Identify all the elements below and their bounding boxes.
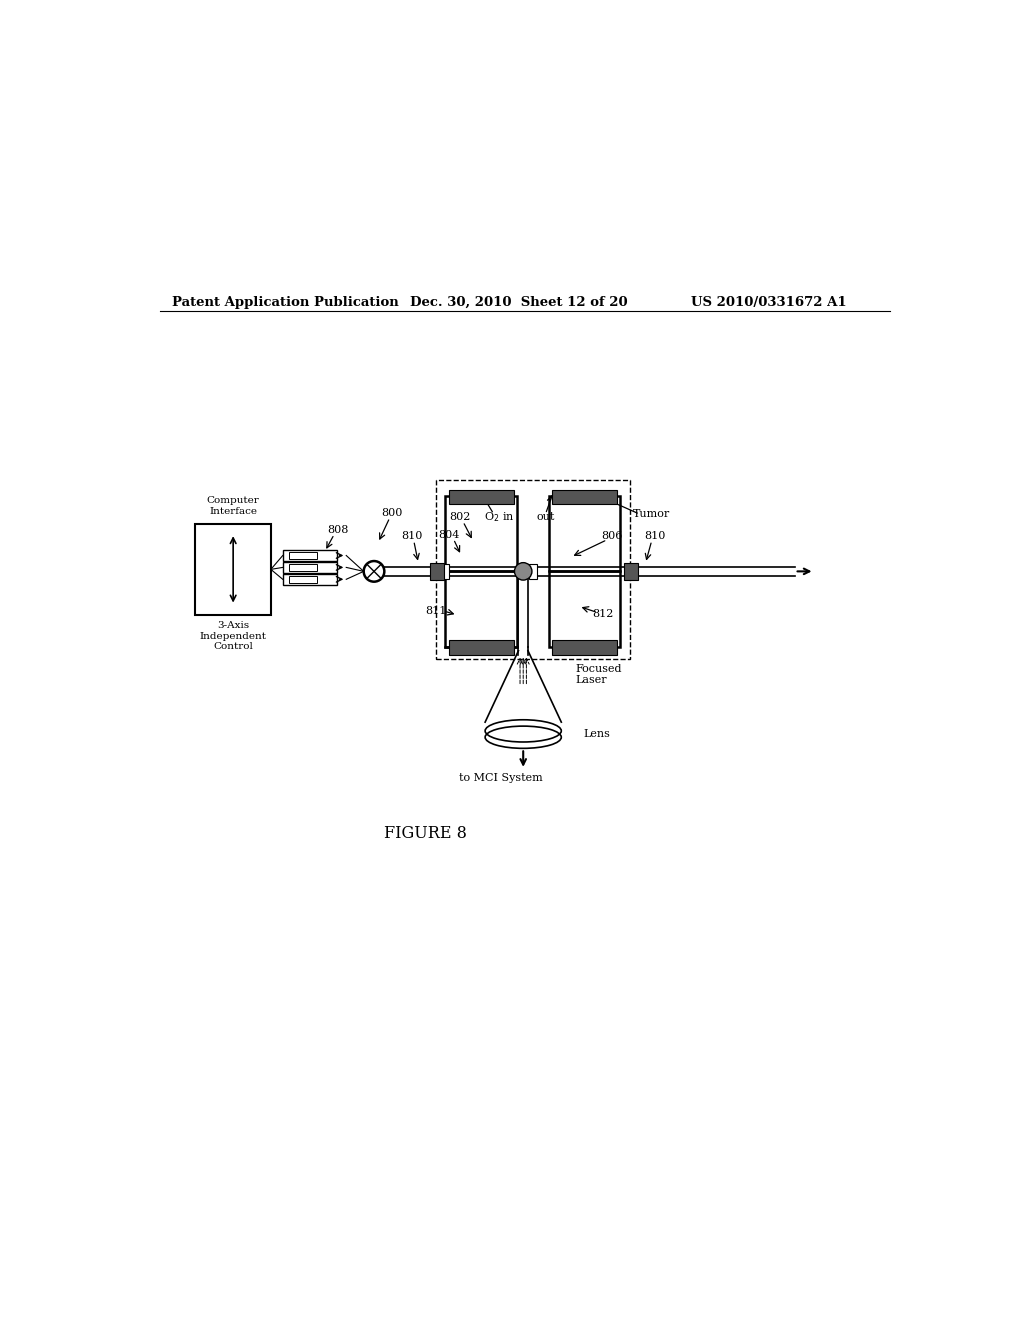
Text: 812: 812 xyxy=(592,610,613,619)
Bar xyxy=(552,640,616,655)
Text: Computer
Interface: Computer Interface xyxy=(207,496,259,516)
Text: US 2010/0331672 A1: US 2010/0331672 A1 xyxy=(691,296,847,309)
Text: Lens: Lens xyxy=(584,729,610,739)
Bar xyxy=(196,524,270,615)
Bar xyxy=(283,574,337,585)
Text: 3-Axis
Independent
Control: 3-Axis Independent Control xyxy=(200,622,266,651)
Bar xyxy=(549,496,621,572)
Bar xyxy=(289,552,317,560)
Text: 800: 800 xyxy=(381,508,402,519)
Text: 802: 802 xyxy=(450,512,470,523)
Text: 808: 808 xyxy=(328,525,349,535)
Text: O$_2$ in: O$_2$ in xyxy=(484,511,515,524)
Text: Patent Application Publication: Patent Application Publication xyxy=(172,296,398,309)
Text: Dec. 30, 2010  Sheet 12 of 20: Dec. 30, 2010 Sheet 12 of 20 xyxy=(410,296,628,309)
Text: FIGURE 8: FIGURE 8 xyxy=(384,825,467,842)
Bar xyxy=(528,564,537,578)
Text: to MCI System: to MCI System xyxy=(459,772,543,783)
Bar xyxy=(283,562,337,573)
Bar xyxy=(445,496,517,572)
Text: 810: 810 xyxy=(401,532,423,541)
Bar xyxy=(436,480,630,659)
Bar xyxy=(441,564,450,578)
Bar xyxy=(449,640,514,655)
Bar xyxy=(283,550,337,561)
Bar xyxy=(430,562,443,579)
Text: Tumor: Tumor xyxy=(633,510,671,519)
Bar xyxy=(445,572,517,647)
Text: 806: 806 xyxy=(601,532,623,541)
Bar xyxy=(449,490,514,504)
Bar xyxy=(549,572,621,647)
Bar xyxy=(289,576,317,583)
Text: Focused
Laser: Focused Laser xyxy=(575,664,623,685)
Text: 811: 811 xyxy=(425,606,446,616)
Text: 810: 810 xyxy=(644,532,666,541)
Bar xyxy=(624,562,638,579)
Text: out: out xyxy=(537,512,555,523)
Text: 804: 804 xyxy=(438,529,460,540)
Bar xyxy=(289,564,317,572)
Bar xyxy=(552,490,616,504)
Circle shape xyxy=(514,562,531,579)
